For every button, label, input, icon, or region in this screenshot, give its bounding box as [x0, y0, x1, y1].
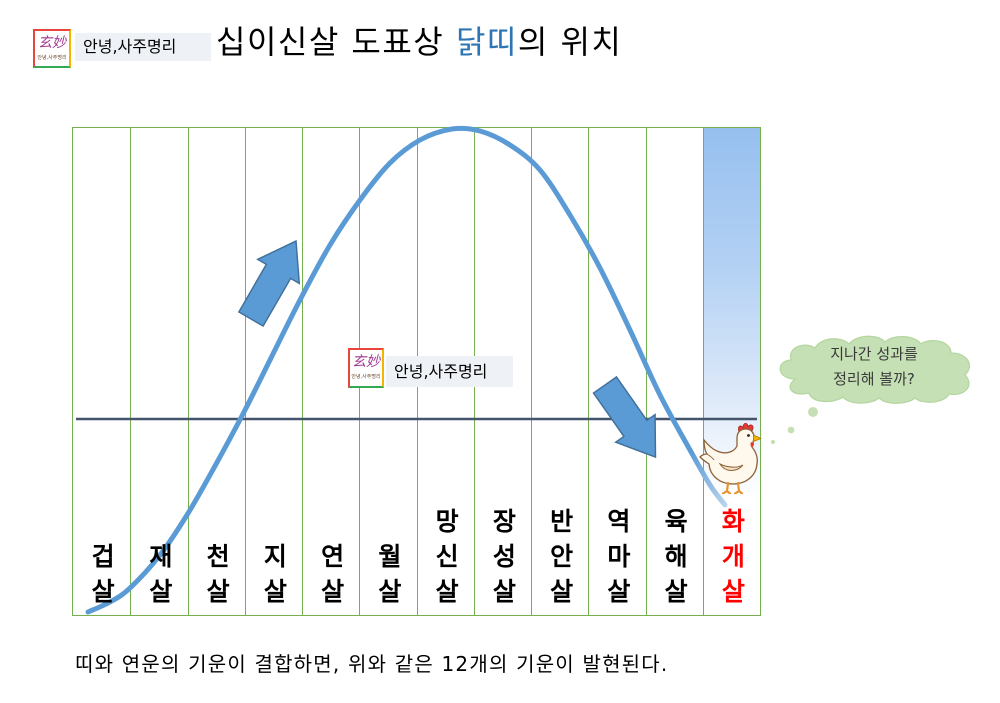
column-jaesal: 재살 — [130, 128, 187, 615]
chicken-eye — [747, 434, 750, 437]
column-yeokmasal: 역마살 — [588, 128, 645, 615]
logo-mark: 玄妙 — [38, 35, 66, 51]
column-label-banansal: 반안살 — [545, 508, 575, 613]
column-jisal: 지살 — [244, 128, 302, 615]
column-label-jisal: 지살 — [259, 543, 289, 613]
title-highlight-zodiac: 닭띠 — [455, 23, 518, 61]
column-label-jangseongsal: 장성살 — [488, 508, 518, 613]
column-label-geopsal: 겁살 — [87, 543, 117, 613]
column-label-jaesal: 재살 — [144, 543, 174, 613]
chicken-icon — [699, 422, 763, 494]
column-hwagaesal-highlighted: 화개살 — [702, 128, 760, 615]
brand-logo: 玄妙 안녕,사주명리 — [33, 29, 71, 68]
bottom-caption: 띠와 연운의 기운이 결합하면, 위와 같은 12개의 기운이 발현된다. — [75, 652, 669, 676]
thought-bubble-line-1: 지나간 성과를 — [830, 345, 918, 363]
column-label-yukhaesal: 육해살 — [660, 508, 690, 613]
column-cheonsal: 천살 — [187, 128, 245, 615]
title-text-after: 의 위치 — [517, 23, 623, 61]
column-geopsal: 겁살 — [73, 128, 130, 615]
chicken-wattle — [750, 442, 754, 448]
thought-bubble: 지나간 성과를 정리해 볼까? — [771, 333, 977, 405]
column-label-wolsal: 월살 — [373, 543, 403, 613]
thought-dot-medium — [787, 426, 795, 434]
column-label-hwagaesal: 화개살 — [717, 508, 747, 613]
logo-mark: 玄妙 — [352, 354, 380, 370]
column-label-yeonsal: 연살 — [316, 543, 346, 613]
column-label-mangsinsal: 망신살 — [431, 508, 461, 613]
column-yukhaesal: 육해살 — [645, 128, 703, 615]
thought-dot-small — [770, 439, 776, 445]
brand-label-center: 안녕,사주명리 — [386, 356, 513, 387]
brand-logo-center: 玄妙 안녕,사주명리 — [348, 348, 384, 388]
title-text-before: 십이신살 도표상 — [216, 23, 456, 61]
column-label-yeokmasal: 역마살 — [602, 508, 632, 613]
chicken-body — [699, 428, 758, 485]
thought-bubble-line-2: 정리해 볼까? — [833, 370, 915, 388]
page-title: 십이신살 도표상 닭띠의 위치 — [216, 20, 622, 64]
logo-caption: 안녕,사주명리 — [37, 55, 67, 61]
brand-label: 안녕,사주명리 — [75, 33, 211, 61]
column-banansal: 반안살 — [531, 128, 588, 615]
thought-bubble-icon — [779, 335, 970, 404]
logo-caption: 안녕,사주명리 — [351, 374, 381, 380]
column-label-cheonsal: 천살 — [202, 543, 232, 613]
chicken-beak — [753, 434, 763, 443]
thought-dot-large — [808, 407, 818, 417]
